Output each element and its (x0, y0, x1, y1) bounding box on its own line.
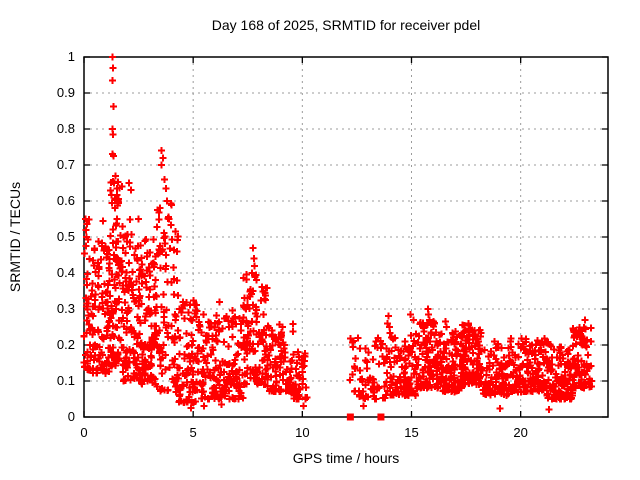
y-tick-label: 0.8 (57, 121, 75, 136)
x-tick-label: 5 (190, 425, 197, 440)
x-axis-label: GPS time / hours (293, 450, 400, 466)
y-tick-label: 0.2 (57, 337, 75, 352)
y-tick-label: 0 (68, 409, 75, 424)
y-axis-label: SRMTID / TECUs (7, 182, 23, 292)
srmtid-plus-markers (80, 53, 595, 413)
x-tick-label: 10 (295, 425, 309, 440)
grid-lines (84, 57, 608, 417)
x-tick-label: 0 (80, 425, 87, 440)
scatter-points (80, 53, 595, 421)
y-tick-label: 0.7 (57, 157, 75, 172)
chart-title: Day 168 of 2025, SRMTID for receiver pde… (212, 17, 480, 33)
flagged-zero-square-marker (346, 413, 354, 421)
y-tick-label: 0.5 (57, 229, 75, 244)
y-tick-label: 0.9 (57, 85, 75, 100)
x-tick-label: 20 (513, 425, 527, 440)
y-tick-label: 0.3 (57, 301, 75, 316)
flagged-zero-square-marker (377, 413, 385, 421)
x-tick-label: 15 (404, 425, 418, 440)
y-tick-label: 0.6 (57, 193, 75, 208)
tick-labels: 0 5 10 15 20 0 0.1 0.2 0.3 0.4 0.5 0.6 0.7 0.8 0.9 1 (57, 49, 528, 440)
y-tick-label: 1 (68, 49, 75, 64)
y-tick-label: 0.4 (57, 265, 75, 280)
y-tick-label: 0.1 (57, 373, 75, 388)
